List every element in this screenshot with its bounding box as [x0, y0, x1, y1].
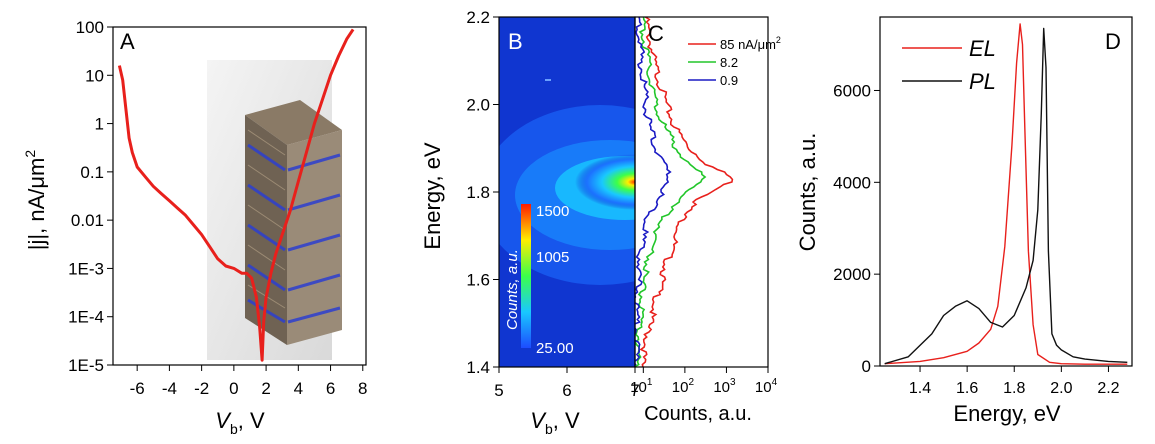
y-tick-label-a-1: 10	[85, 66, 104, 85]
y-tick-label-b-1: 2.0	[466, 96, 490, 115]
x-tick-label-c-1: 102	[672, 377, 695, 396]
y-tick-label-b-0: 2.2	[466, 8, 490, 27]
series-c-line-1	[635, 17, 707, 367]
y-tick-label-a-0: 100	[76, 18, 104, 37]
x-tick-label-a-7: 8	[358, 379, 367, 398]
y-tick-label-d-1: 2000	[833, 265, 871, 284]
x-axis-label-c: Counts, a.u.	[644, 403, 752, 425]
panel-c: 101 102 103 104 C 85 nA/μm2 8.2 0.9 Counts,…	[630, 16, 781, 425]
legend-c-item-2: 0.9	[720, 73, 738, 88]
x-tick-label-a-1: -4	[162, 379, 177, 398]
legend-c-item-1: 8.2	[720, 55, 738, 70]
stack-illustration	[207, 60, 342, 360]
colorbar-tick-max: 1500	[536, 203, 569, 220]
panel-label-d: D	[1105, 29, 1121, 54]
panel-a: -6 -4 -2 0 2 4 6 8 100 10 1 0.1 0.01 1E-3 1E-4 1E-5 A |…	[22, 18, 368, 437]
y-axis-label-a: |j|, nA/μm2	[22, 150, 49, 251]
x-tick-label-a-6: 6	[326, 379, 335, 398]
legend-c: 85 nA/μm2 8.2 0.9	[688, 35, 781, 88]
panel-label-c: C	[648, 21, 664, 46]
y-axis-label-d: Counts, a.u.	[795, 133, 820, 252]
y-tick-label-a-2: 1	[95, 115, 104, 134]
y-tick-label-b-2: 1.8	[466, 183, 490, 202]
x-tick-label-a-0: -6	[130, 379, 145, 398]
x-tick-label-d-1: 1.6	[956, 380, 978, 397]
y-tick-label-d-3: 6000	[833, 81, 871, 100]
x-tick-label-d-3: 2.0	[1050, 380, 1072, 397]
x-tick-label-b-1: 6	[562, 381, 571, 400]
x-tick-label-b-2: 7	[630, 381, 639, 400]
x-tick-label-c-2: 103	[713, 377, 736, 396]
x-axis-label-a: Vb, V	[215, 408, 265, 437]
panel-d: 1.4 1.6 1.8 2.0 2.2 0 2000 4000 6000 D EL PL Cou…	[795, 16, 1133, 426]
series-a-line-0	[117, 28, 355, 362]
x-tick-label-c-3: 104	[755, 377, 778, 396]
y-tick-label-a-6: 1E-4	[68, 308, 104, 327]
x-tick-label-d-4: 2.2	[1097, 380, 1119, 397]
x-tick-label-a-5: 4	[294, 379, 303, 398]
colorbar-tick-min: 25.00	[536, 340, 574, 357]
panel-label-a: A	[120, 29, 135, 54]
panel-b: 5 6 7 2.2 2.0 1.8 1.6 1.4 1500 1005 25.00 Count…	[420, 8, 640, 437]
y-tick-label-d-0: 0	[862, 357, 871, 376]
y-tick-label-d-2: 4000	[833, 173, 871, 192]
series-d-line-0	[884, 23, 1128, 365]
legend-d-item-1: PL	[969, 69, 996, 94]
legend-d: EL PL	[902, 36, 996, 94]
heatmap	[499, 17, 635, 367]
legend-d-item-0: EL	[969, 36, 996, 61]
series-d-line-1	[884, 27, 1128, 365]
x-tick-label-d-2: 1.8	[1003, 380, 1025, 397]
y-tick-label-b-4: 1.4	[466, 358, 490, 377]
colorbar-label: Counts, a.u.	[504, 249, 521, 330]
x-tick-label-a-4: 2	[261, 379, 270, 398]
x-tick-label-d-0: 1.4	[909, 380, 931, 397]
colorbar-tick-mid: 1005	[536, 249, 569, 266]
panel-label-b: B	[508, 29, 523, 54]
x-tick-label-a-3: 0	[229, 379, 238, 398]
x-tick-label-c-0: 101	[630, 377, 653, 396]
y-axis-label-b: Energy, eV	[420, 142, 445, 250]
series-c-line-2	[635, 17, 672, 367]
x-axis-label-b: Vb, V	[530, 408, 580, 437]
x-tick-label-a-2: -2	[194, 379, 209, 398]
x-tick-label-b-0: 5	[494, 381, 503, 400]
y-tick-label-a-4: 0.01	[71, 211, 104, 230]
y-tick-label-b-3: 1.6	[466, 271, 490, 290]
y-tick-label-a-3: 0.1	[80, 163, 104, 182]
series-c-line-0	[639, 17, 734, 367]
x-axis-label-d: Energy, eV	[953, 401, 1061, 426]
y-tick-label-a-7: 1E-5	[68, 356, 104, 375]
y-tick-label-a-5: 1E-3	[68, 259, 104, 278]
legend-c-item-0: 85 nA/μm2	[720, 35, 781, 52]
colorbar	[521, 204, 531, 348]
